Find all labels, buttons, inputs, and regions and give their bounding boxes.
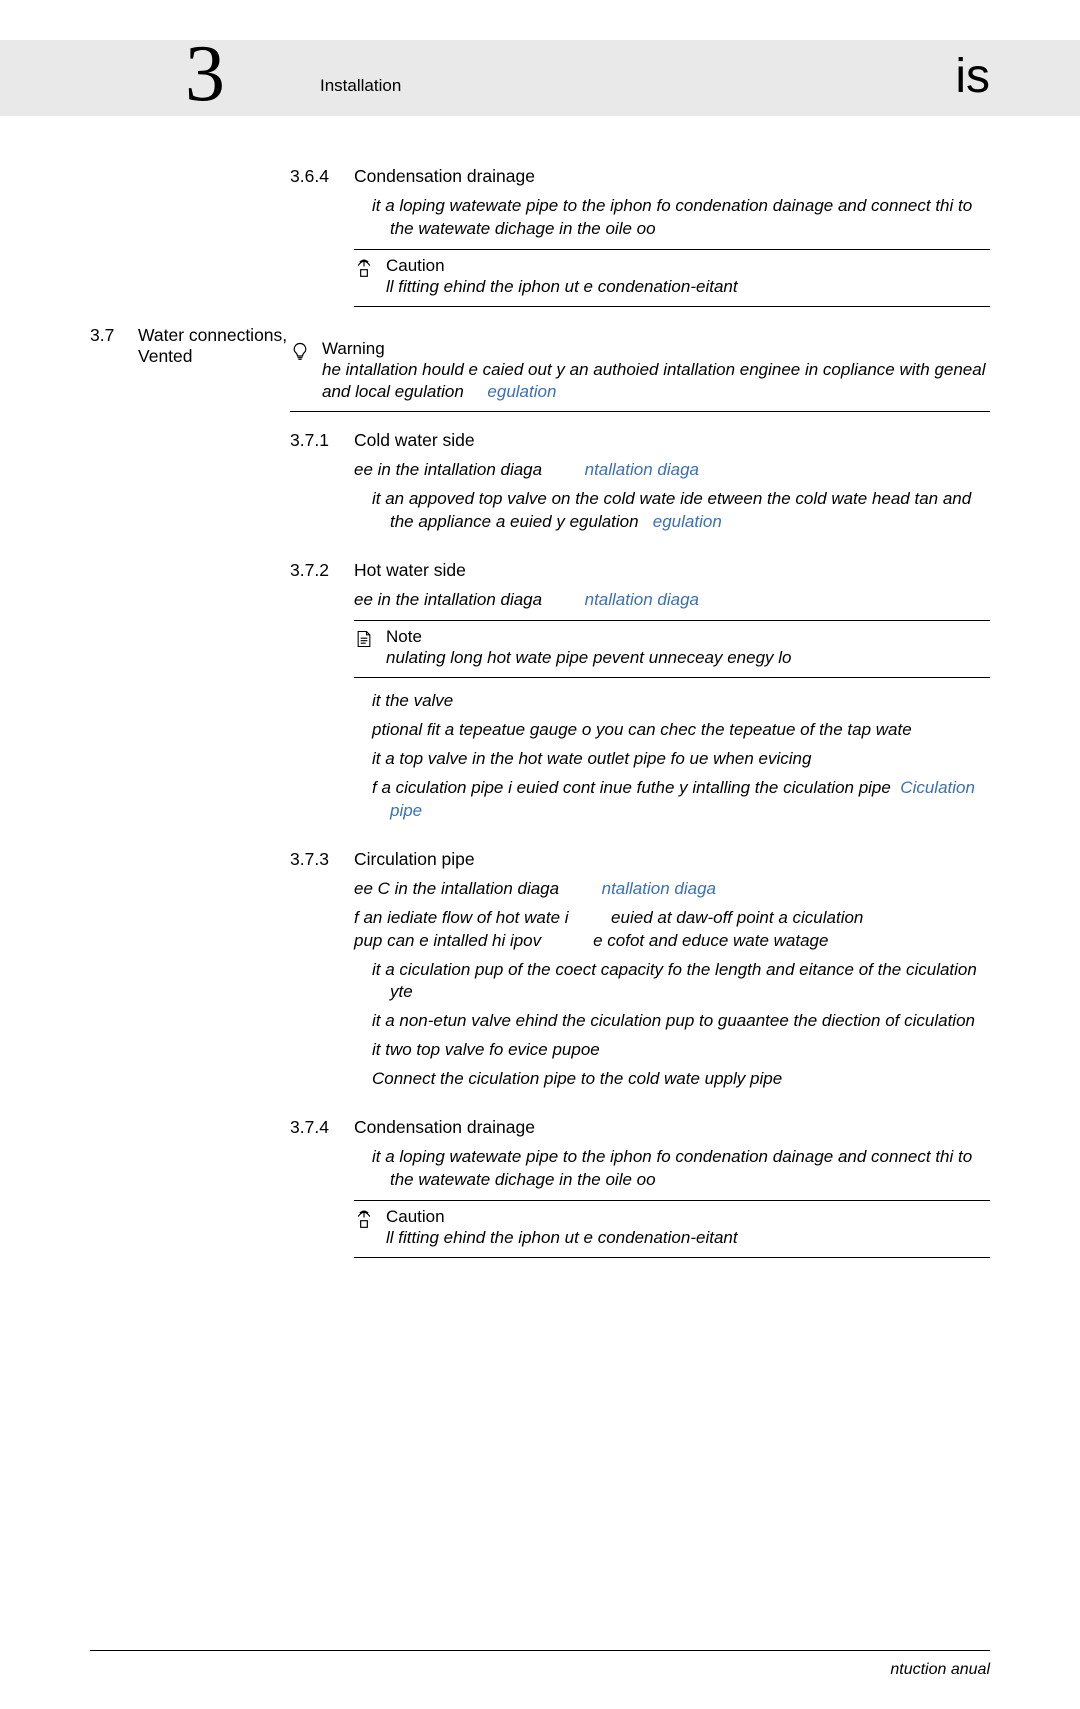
- chapter-number: 3: [90, 40, 320, 108]
- heading-title: Condensation drainage: [354, 1117, 990, 1138]
- warning-callout: Warning he intallation hould e caied out…: [290, 333, 990, 412]
- caution-icon: [354, 256, 376, 298]
- list-item: it a top valve in the hot wate outlet pi…: [372, 748, 990, 771]
- list-item: it a loping watewate pipe to the iphon f…: [372, 195, 990, 241]
- section-row: 3.7.4 Condensation drainage it a loping …: [90, 1117, 990, 1270]
- heading-title: Circulation pipe: [354, 849, 990, 870]
- major-number: 3.7: [90, 325, 138, 424]
- list-item: ptional fit a tepeatue gauge o you can c…: [372, 719, 990, 742]
- heading-number: 3.6.4: [290, 166, 354, 319]
- diagram-link[interactable]: ntallation diaga: [585, 590, 699, 609]
- regulation-link[interactable]: egulation: [653, 512, 722, 531]
- regulation-link[interactable]: egulation: [487, 382, 556, 401]
- note-callout: Note nulating long hot wate pipe pevent …: [354, 620, 990, 678]
- callout-title: Warning: [322, 339, 990, 359]
- chapter-title: Installation: [320, 76, 955, 108]
- instruction-list: it a loping watewate pipe to the iphon f…: [354, 1146, 990, 1192]
- caution-icon: [354, 1207, 376, 1249]
- list-item: it two top valve fo evice pupoe: [372, 1039, 990, 1062]
- caution-callout: Caution ll fitting ehind the iphon ut e …: [354, 1200, 990, 1258]
- list-item: Connect the ciculation pipe to the cold …: [372, 1068, 990, 1091]
- content-area: 3.6.4 Condensation drainage it a loping …: [90, 116, 990, 1679]
- callout-body: he intallation hould e caied out y an au…: [322, 359, 990, 403]
- heading-title: Condensation drainage: [354, 166, 990, 187]
- instruction-list: it a loping watewate pipe to the iphon f…: [354, 195, 990, 241]
- page: 3 Installation is 3.6.4 Condensation dra…: [0, 0, 1080, 1709]
- see-reference: ee in the intallation diaga ntallation d…: [354, 459, 990, 482]
- brand-mark: is: [955, 49, 990, 108]
- see-reference: ee in the intallation diaga ntallation d…: [354, 589, 990, 612]
- section-row: 3.7.2 Hot water side ee in the intallati…: [90, 560, 990, 829]
- note-icon: [354, 627, 376, 669]
- caution-callout: Caution ll fitting ehind the iphon ut e …: [354, 249, 990, 307]
- list-item: f a ciculation pipe i euied cont inue fu…: [372, 777, 990, 823]
- callout-title: Caution: [386, 1207, 990, 1227]
- heading-number: 3.7.3: [290, 849, 354, 1098]
- list-item: it the valve: [372, 690, 990, 713]
- heading-title: Hot water side: [354, 560, 990, 581]
- section-row: 3.7.3 Circulation pipe ee C in the intal…: [90, 849, 990, 1098]
- callout-body: ll fitting ehind the iphon ut e condenat…: [386, 1227, 990, 1249]
- instruction-list: it an appoved top valve on the cold wate…: [354, 488, 990, 534]
- instruction-list: it the valve ptional fit a tepeatue gaug…: [354, 690, 990, 823]
- section-row: 3.6.4 Condensation drainage it a loping …: [90, 166, 990, 319]
- footer: ntuction anual: [90, 1650, 990, 1679]
- major-section-row: 3.7 Water connections, Vented Warning he…: [90, 325, 990, 424]
- diagram-link[interactable]: ntallation diaga: [585, 460, 699, 479]
- see-reference: ee C in the intallation diaga ntallation…: [354, 878, 990, 901]
- list-item: it a non-etun valve ehind the ciculation…: [372, 1010, 990, 1033]
- warning-icon: [290, 339, 312, 403]
- callout-title: Caution: [386, 256, 990, 276]
- footer-text: ntuction anual: [890, 1661, 990, 1679]
- paragraph: f an iediate flow of hot wate i euied at…: [354, 907, 990, 953]
- diagram-link[interactable]: ntallation diaga: [602, 879, 716, 898]
- major-title: Water connections, Vented: [138, 325, 290, 424]
- callout-body: nulating long hot wate pipe pevent unnec…: [386, 647, 990, 669]
- chapter-header: 3 Installation is: [0, 40, 1080, 116]
- heading-number: 3.7.4: [290, 1117, 354, 1270]
- instruction-list: it a ciculation pup of the coect capacit…: [354, 959, 990, 1092]
- section-row: 3.7.1 Cold water side ee in the intallat…: [90, 430, 990, 540]
- list-item: it a loping watewate pipe to the iphon f…: [372, 1146, 990, 1192]
- heading-title: Cold water side: [354, 430, 990, 451]
- list-item: it an appoved top valve on the cold wate…: [372, 488, 990, 534]
- heading-number: 3.7.1: [290, 430, 354, 540]
- callout-body: ll fitting ehind the iphon ut e condenat…: [386, 276, 990, 298]
- heading-number: 3.7.2: [290, 560, 354, 829]
- callout-title: Note: [386, 627, 990, 647]
- list-item: it a ciculation pup of the coect capacit…: [372, 959, 990, 1005]
